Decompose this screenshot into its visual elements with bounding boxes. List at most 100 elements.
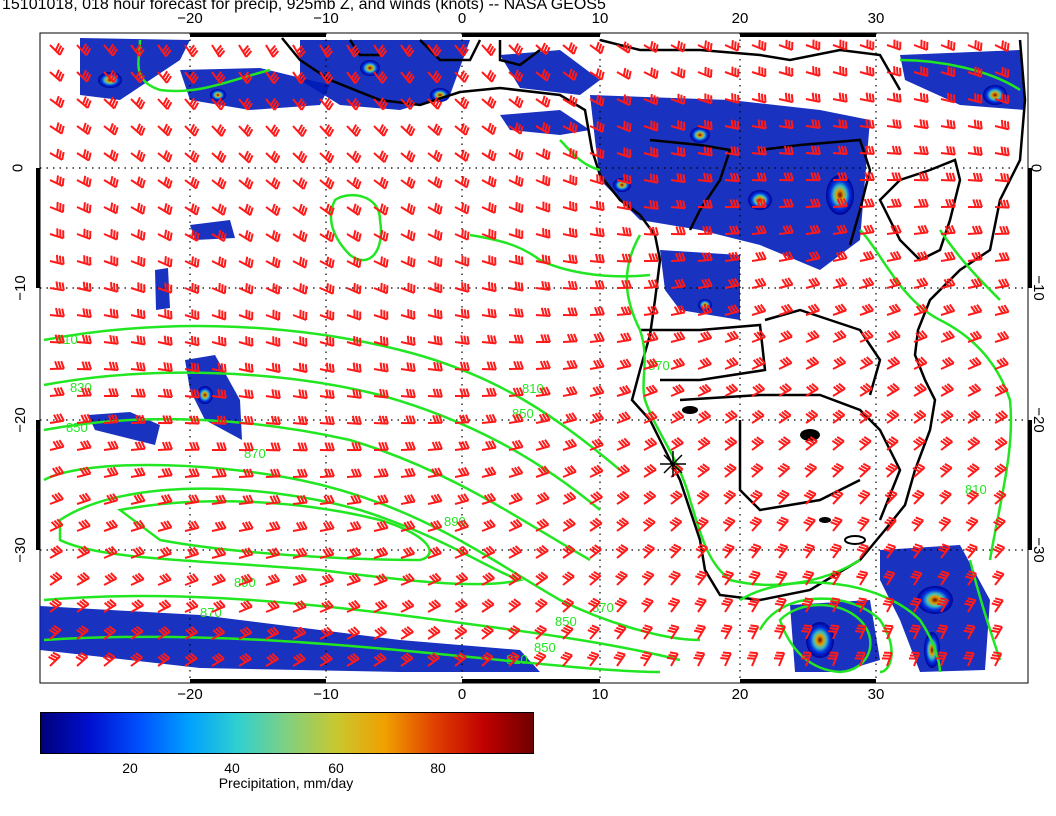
wind-barb-flag: [109, 202, 114, 211]
wind-barb-flag: [193, 362, 197, 372]
wind-barb-flag: [1002, 357, 1009, 365]
wind-barb-flag: [52, 467, 59, 476]
wind-barb-flag: [112, 335, 116, 344]
wind-barb-flag: [58, 308, 62, 317]
wind-barb-flag: [191, 49, 199, 58]
wind-barb-flag: [761, 225, 767, 234]
wind-barb-flag: [652, 174, 656, 183]
wind-barb-flag: [589, 521, 598, 528]
wind-barb-flag: [698, 570, 708, 575]
wind-barb-flag: [294, 602, 302, 610]
wind-barb-flag: [298, 203, 303, 212]
wind-barb-flag: [857, 624, 866, 628]
wind-barb-flag: [696, 651, 705, 655]
wind-barb-flag: [192, 75, 199, 84]
wind-barb-flag: [277, 285, 281, 294]
wind-barb-flag: [898, 93, 902, 103]
wind-barb-flag: [382, 362, 386, 372]
wind-barb-flag: [133, 494, 140, 503]
wind-barb-flag: [164, 256, 167, 265]
wind-barb-flag: [105, 521, 113, 530]
wind-barb-flag: [381, 546, 389, 555]
wind-barb-flag: [708, 225, 713, 235]
wind-barb-flag: [139, 362, 143, 371]
wind-barb-flag: [168, 206, 173, 215]
wind-barb-flag: [809, 357, 817, 365]
wind-barb-flag: [1001, 40, 1005, 49]
wind-barb-flag: [466, 362, 470, 371]
wind-barb-flag: [134, 441, 140, 450]
wind-barb-flag: [298, 362, 302, 371]
wind-barb-flag: [837, 304, 845, 313]
wind-barb-flag: [76, 601, 85, 609]
wind-barb-flag: [539, 360, 545, 369]
wind-barb-flag: [830, 494, 839, 500]
wind-barb-flag: [571, 385, 578, 394]
wind-barb-flag: [996, 465, 1005, 472]
wind-barb-flag: [218, 468, 224, 477]
wind-barb-flag: [271, 203, 276, 212]
wind-barb-flag: [703, 146, 707, 155]
wind-barb-flag: [569, 148, 572, 157]
wind-barb-flag: [520, 256, 524, 265]
wind-barb-flag: [481, 628, 489, 636]
wind-barb-flag: [804, 597, 813, 601]
wind-barb-flag: [216, 574, 224, 582]
wind-barb-flag: [435, 151, 441, 161]
wind-barb-flag: [382, 128, 389, 137]
wind-barb-flag: [379, 73, 386, 82]
wind-barb-flag: [781, 384, 790, 392]
wind-barb-flag: [298, 521, 305, 530]
wind-barb-flag: [192, 152, 198, 161]
wind-barb-flag: [890, 225, 896, 234]
wind-barb-flag: [136, 46, 143, 55]
wind-barb-flag: [493, 178, 497, 187]
wind-barb-flag: [211, 656, 220, 663]
wind-barb-flag: [438, 153, 443, 162]
wind-barb-flag: [113, 100, 119, 109]
wind-barb-flag: [547, 125, 551, 134]
wind-barb-flag: [136, 176, 141, 185]
wind-barb-flag: [464, 440, 470, 449]
lon-label-top: −10: [313, 10, 339, 27]
wind-barb-flag: [830, 624, 839, 628]
wind-barb-flag: [324, 150, 330, 159]
wind-barb-flag: [968, 570, 977, 575]
wind-barb-flag: [191, 494, 197, 503]
wind-barb-flag: [356, 154, 362, 163]
wind-barb-flag: [222, 207, 227, 216]
wind-barb-flag: [805, 518, 814, 524]
wind-barb-flag: [731, 40, 734, 49]
wind-barb-flag: [50, 626, 59, 633]
wind-barb-flag: [462, 98, 468, 107]
wind-barb-flag: [272, 626, 280, 634]
wind-barb-flag: [541, 122, 546, 131]
wind-barb-flag: [979, 42, 983, 51]
wind-barb-flag: [455, 575, 463, 583]
wind-barb-flag: [244, 548, 251, 556]
wind-barb-flag: [105, 548, 112, 556]
wind-barb-flag: [695, 575, 704, 580]
wind-barb-flag: [757, 409, 765, 417]
wind-barb-flag: [885, 439, 894, 446]
wind-barb-flag: [1003, 173, 1007, 182]
wind-barb-flag: [817, 93, 821, 103]
wind-barb-flag: [162, 415, 167, 424]
wind-barb-flag: [463, 230, 467, 239]
wind-barb-flag: [274, 415, 278, 425]
wind-barb-flag: [190, 47, 197, 55]
wind-barb-flag: [1003, 304, 1010, 313]
wind-barb-flag: [86, 100, 92, 109]
wind-barb-flag: [868, 119, 872, 128]
wind-barb-flag: [296, 71, 304, 80]
wind-barb-flag: [855, 602, 864, 607]
wind-barb-flag: [709, 121, 713, 130]
wind-barb-flag: [458, 441, 464, 450]
wind-barb-flag: [966, 493, 975, 500]
wind-barb-flag: [942, 464, 950, 471]
wind-barb-flag: [273, 600, 280, 608]
wind-barb-flag: [134, 468, 140, 477]
wind-barb-flag: [459, 70, 466, 79]
wind-barb-flag: [432, 547, 440, 555]
wind-barb-flag: [519, 360, 524, 370]
